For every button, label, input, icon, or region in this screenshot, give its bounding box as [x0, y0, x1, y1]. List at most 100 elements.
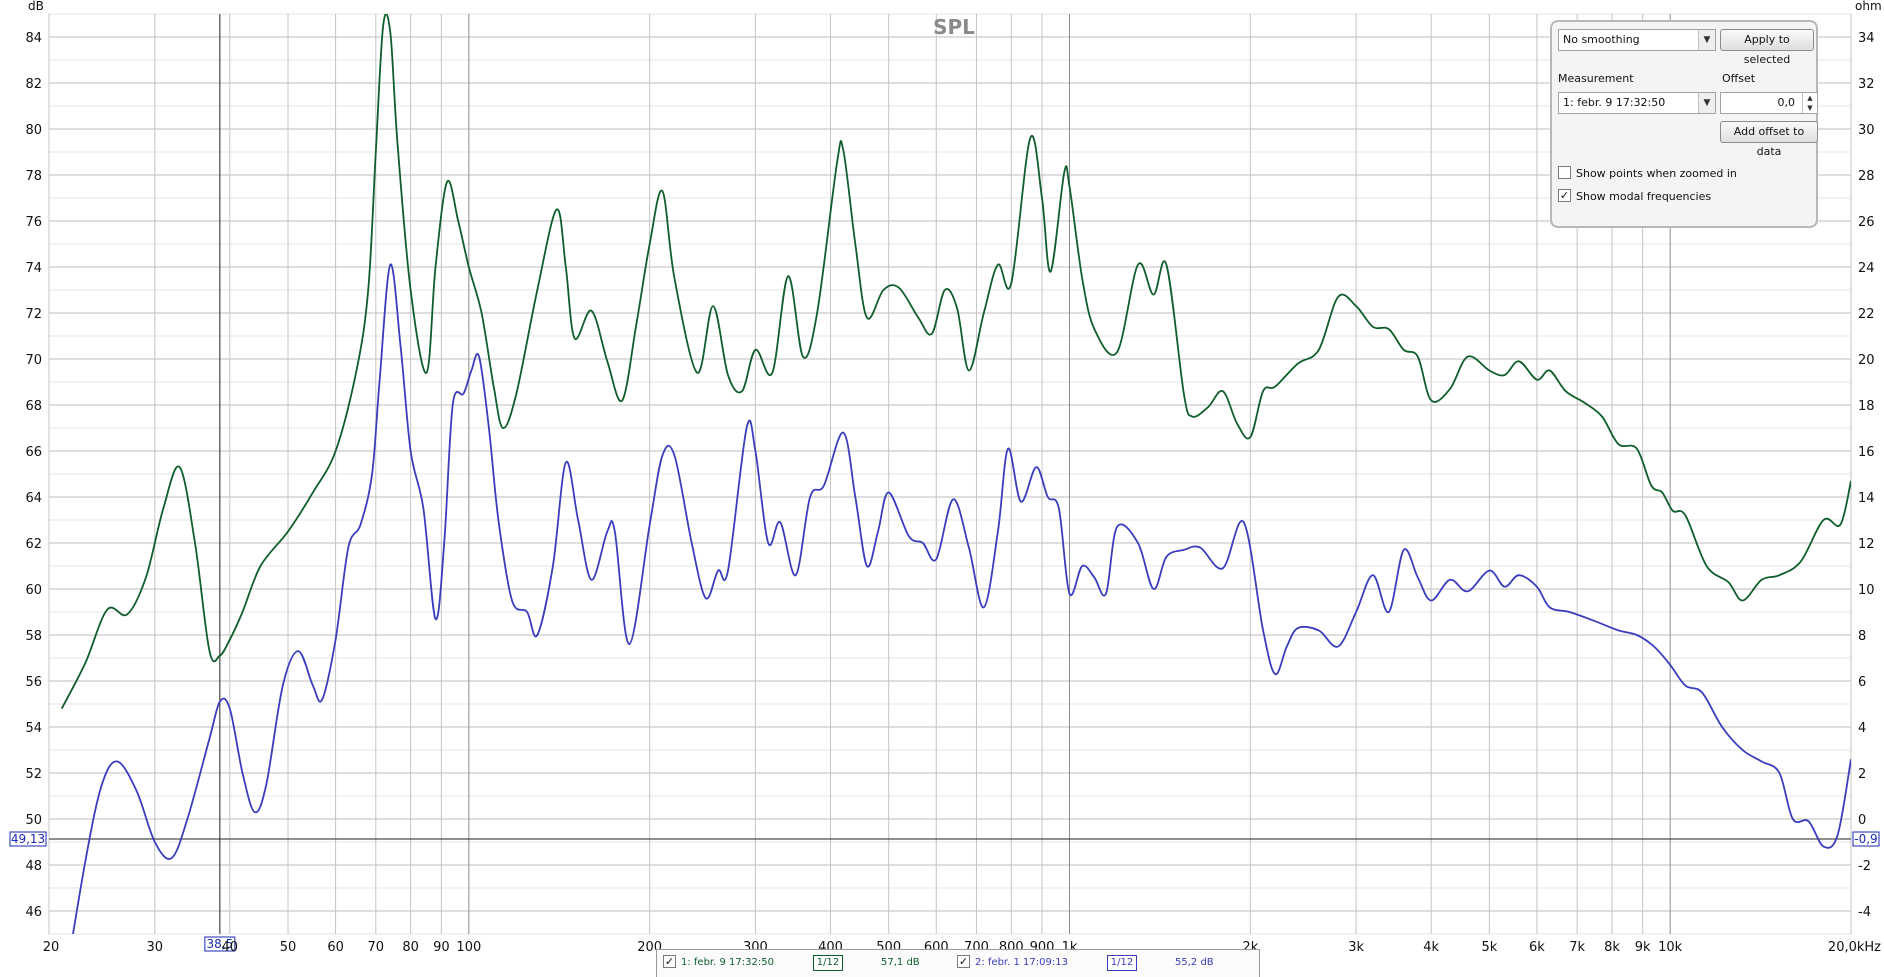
spinner-arrows-icon[interactable]: ▲ ▼ — [1802, 93, 1817, 113]
y2-tick-label: -2 — [1858, 859, 1871, 874]
x-tick-label: 3k — [1348, 940, 1364, 955]
smoothing-badge-2[interactable]: 1/12 — [1105, 954, 1139, 972]
y2-tick-label: 34 — [1858, 31, 1875, 46]
legend-checkbox-1[interactable]: ✓ — [663, 955, 676, 968]
series-line-1 — [60, 14, 1851, 710]
x-tick-label: 70 — [368, 940, 385, 955]
y2-tick-label: 12 — [1858, 537, 1875, 552]
y2-tick-label: 26 — [1858, 215, 1875, 230]
y2-tick-label: 16 — [1858, 445, 1875, 460]
add-offset-button[interactable]: Add offset to data — [1720, 121, 1818, 158]
y2-tick-label: 28 — [1858, 169, 1875, 184]
smoothing-badge-text-2: 1/12 — [1106, 955, 1138, 971]
y-axis-unit-left: dB — [28, 0, 44, 13]
y-tick-label: 58 — [25, 629, 42, 644]
y-tick-label: 56 — [25, 675, 42, 690]
smoothing-badge-text-1: 1/12 — [812, 955, 844, 971]
show-modal-checkbox[interactable]: ✓ — [1558, 189, 1571, 202]
y-tick-label: 84 — [25, 31, 42, 46]
legend-label-1[interactable]: 1: febr. 9 17:32:50 — [681, 957, 774, 968]
y2-tick-label: 22 — [1858, 307, 1875, 322]
cursor-y2-label-box — [1852, 831, 1880, 847]
chart-series — [60, 14, 1851, 934]
measurement-legend: ✓ 1: febr. 9 17:32:50 1/12 57,1 dB ✓ 2: … — [656, 949, 1260, 977]
y-tick-label: 64 — [25, 491, 42, 506]
series-line-2 — [72, 263, 1851, 934]
cursor-y-label: 49,13 — [11, 832, 45, 846]
y-tick-label: 52 — [25, 767, 42, 782]
measurement-label: Measurement — [1558, 72, 1634, 85]
y-tick-label: 68 — [25, 399, 42, 414]
x-tick-label: 50 — [280, 940, 297, 955]
measurement-value: 1: febr. 9 17:32:50 — [1563, 96, 1666, 109]
show-points-checkbox[interactable] — [1558, 166, 1571, 179]
y-tick-label: 74 — [25, 261, 42, 276]
y2-tick-label: 30 — [1858, 123, 1875, 138]
cursor-y2-label: -0,9 — [1854, 832, 1877, 846]
smoothing-badge-1[interactable]: 1/12 — [811, 954, 845, 972]
show-modal-label: Show modal frequencies — [1576, 190, 1712, 203]
x-tick-label: 5k — [1481, 940, 1497, 955]
legend-checkbox-2[interactable]: ✓ — [957, 955, 970, 968]
x-tick-label: 100 — [456, 940, 481, 955]
y2-tick-label: 4 — [1858, 721, 1866, 736]
x-tick-label: 10k — [1658, 940, 1683, 955]
apply-to-selected-button[interactable]: Apply to selected — [1720, 29, 1814, 66]
y2-tick-label: 8 — [1858, 629, 1866, 644]
y2-tick-label: -4 — [1858, 905, 1871, 920]
x-tick-label: 30 — [146, 940, 163, 955]
chevron-down-icon[interactable]: ▼ — [1698, 93, 1715, 113]
offset-label: Offset — [1722, 72, 1756, 85]
x-tick-label: 20,0kHz — [1828, 940, 1881, 955]
y-tick-label: 54 — [25, 721, 42, 736]
y2-tick-label: 0 — [1858, 813, 1866, 828]
chevron-down-icon[interactable]: ▼ — [1698, 30, 1715, 50]
y-axis-unit-right: ohm — [1855, 0, 1882, 13]
x-tick-label: 6k — [1529, 940, 1545, 955]
y-tick-label: 60 — [25, 583, 42, 598]
y-tick-label: 76 — [25, 215, 42, 230]
y-tick-label: 80 — [25, 123, 42, 138]
legend-level-1: 57,1 dB — [881, 957, 920, 968]
x-tick-label: 60 — [327, 940, 344, 955]
y2-tick-label: 14 — [1858, 491, 1875, 506]
y-tick-label: 72 — [25, 307, 42, 322]
x-tick-label: 90 — [433, 940, 450, 955]
cursor-lines[interactable]: 38,5 49,13 -0,9 — [9, 14, 1880, 952]
legend-label-2[interactable]: 2: febr. 1 17:09:13 — [975, 957, 1068, 968]
chart-title: SPL — [933, 15, 975, 39]
x-tick-label: 20 — [43, 940, 60, 955]
measurement-select[interactable]: 1: febr. 9 17:32:50 ▼ — [1558, 92, 1716, 114]
x-tick-label: 40 — [222, 940, 239, 955]
graph-controls-panel: No smoothing ▼ Apply to selected Measure… — [1550, 20, 1818, 228]
y-tick-label: 82 — [25, 77, 42, 92]
offset-input[interactable]: 0,0 ▲ ▼ — [1720, 92, 1818, 114]
x-tick-label: 80 — [402, 940, 419, 955]
cursor-x-label-box — [204, 936, 236, 952]
x-tick-label: 4k — [1423, 940, 1439, 955]
y2-tick-label: 32 — [1858, 77, 1875, 92]
x-tick-label: 8k — [1604, 940, 1620, 955]
y-tick-label: 70 — [25, 353, 42, 368]
y-tick-label: 46 — [25, 905, 42, 920]
cursor-y-label-box — [9, 831, 47, 847]
smoothing-value: No smoothing — [1563, 33, 1640, 46]
y2-tick-label: 10 — [1858, 583, 1875, 598]
y2-tick-label: 18 — [1858, 399, 1875, 414]
legend-level-2: 55,2 dB — [1175, 957, 1214, 968]
y2-tick-label: 6 — [1858, 675, 1866, 690]
x-tick-label: 9k — [1635, 940, 1651, 955]
show-points-label: Show points when zoomed in — [1576, 167, 1737, 180]
smoothing-select[interactable]: No smoothing ▼ — [1558, 29, 1716, 51]
y-tick-label: 50 — [25, 813, 42, 828]
x-tick-label: 200 — [637, 940, 662, 955]
y-tick-label: 48 — [25, 859, 42, 874]
cursor-x-label: 38,5 — [206, 937, 233, 951]
x-tick-label: 7k — [1569, 940, 1585, 955]
offset-value: 0,0 — [1777, 96, 1796, 109]
y2-tick-label: 20 — [1858, 353, 1875, 368]
y-tick-label: 78 — [25, 169, 42, 184]
y2-tick-label: 24 — [1858, 261, 1875, 276]
y2-tick-label: 2 — [1858, 767, 1866, 782]
y-tick-label: 62 — [25, 537, 42, 552]
